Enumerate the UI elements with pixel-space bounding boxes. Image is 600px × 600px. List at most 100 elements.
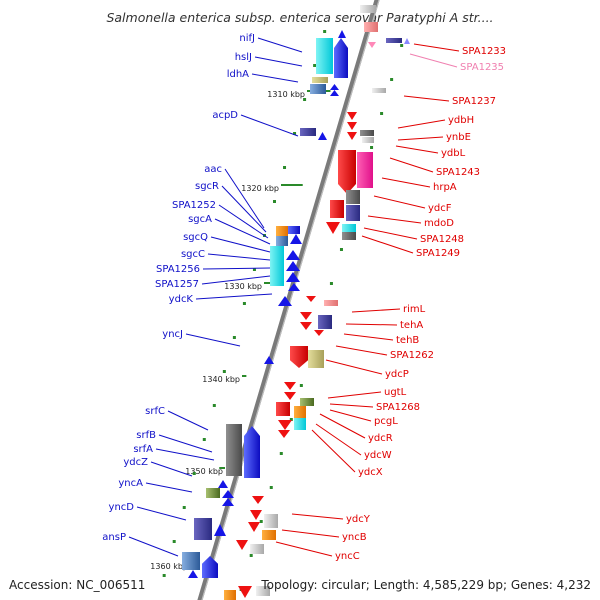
gene-label-left[interactable]: srfB [136, 430, 156, 441]
gene-block [182, 552, 200, 570]
gene-arrow [250, 510, 262, 520]
gene-block [364, 22, 378, 32]
gene-label-right[interactable]: pcgL [374, 416, 398, 427]
gene-arrow [286, 272, 300, 282]
gene-label-right[interactable]: ugtL [384, 387, 407, 398]
label-leader-line [221, 185, 267, 233]
ring-dot [313, 64, 317, 67]
gene-label-right[interactable]: SPA1233 [462, 46, 506, 57]
gene-label-left[interactable]: SPA1257 [155, 279, 199, 290]
gene-label-right[interactable]: SPA1248 [420, 234, 464, 245]
label-leader-line [325, 359, 383, 375]
gene-arrow [288, 283, 300, 291]
kbp-tick-label: 1310 kbp [267, 90, 305, 99]
ring-dot [172, 540, 176, 543]
gene-block [226, 424, 242, 476]
gene-label-right[interactable]: ynbE [446, 132, 471, 143]
label-leader-line [409, 53, 458, 68]
label-leader-line [201, 275, 271, 285]
gene-label-right[interactable]: ydcR [368, 433, 393, 444]
kbp-tick-label: 1320 kbp [241, 184, 279, 193]
label-leader-line [329, 403, 374, 408]
gene-label-left[interactable]: srfA [133, 444, 153, 455]
gene-label-left[interactable]: acpD [212, 110, 238, 121]
label-leader-line [218, 204, 269, 239]
gene-label-left[interactable]: sgcQ [183, 232, 208, 243]
gene-arrow [326, 222, 340, 234]
gene-label-right[interactable]: SPA1243 [436, 167, 480, 178]
gene-label-left[interactable]: aac [204, 164, 222, 175]
label-leader-line [254, 56, 303, 67]
gene-label-left[interactable]: sgcA [188, 214, 212, 225]
gene-label-right[interactable]: SPA1262 [390, 350, 434, 361]
gene-block [324, 300, 338, 306]
gene-arrow [252, 496, 264, 504]
gene-label-left[interactable]: ansP [102, 532, 126, 543]
gene-label-left[interactable]: ydcK [169, 294, 194, 305]
gene-label-right[interactable]: hrpA [433, 182, 457, 193]
label-leader-line [397, 136, 444, 141]
gene-arrow [278, 420, 292, 430]
gene-arrow [368, 42, 376, 48]
kbp-tick-label: 1330 kbp [224, 282, 262, 291]
ring-dot [339, 248, 343, 251]
gene-label-left[interactable]: yncA [118, 478, 143, 489]
gene-label-right[interactable]: yncC [335, 551, 360, 562]
gene-label-right[interactable]: ydbH [448, 115, 474, 126]
ring-dot [283, 166, 287, 169]
gene-arrow [244, 426, 260, 478]
ring-dot [323, 30, 327, 33]
gene-label-left[interactable]: hslJ [235, 52, 252, 63]
gene-arrow [278, 430, 290, 438]
gene-label-right[interactable]: ydcY [346, 514, 371, 525]
gene-hrpA-arrow [338, 150, 356, 194]
gene-label-right[interactable]: ydcX [358, 467, 383, 478]
gene-label-left[interactable]: SPA1256 [156, 264, 200, 275]
gene-label-left[interactable]: ldhA [227, 69, 249, 80]
label-leader-line [315, 423, 362, 456]
gene-block [346, 205, 360, 221]
gene-label-right[interactable]: ydcW [364, 450, 392, 461]
gene-label-right[interactable]: tehA [400, 320, 423, 331]
gene-label-right[interactable]: ydcP [385, 369, 409, 380]
gene-label-right[interactable]: tehB [396, 335, 419, 346]
gene-label-right[interactable]: SPA1249 [416, 248, 460, 259]
gene-label-left[interactable]: yncJ [162, 329, 183, 340]
gene-block [194, 518, 212, 540]
kbp-tick-label: 1360 kbp [150, 562, 188, 571]
ring-dot [202, 438, 206, 441]
gene-label-left[interactable]: ydcZ [123, 457, 148, 468]
gene-label-right[interactable]: yncB [342, 532, 367, 543]
gene-label-right[interactable]: rimL [403, 304, 426, 315]
gene-arrow [236, 540, 248, 550]
ring-dot [182, 506, 186, 509]
gene-block [262, 530, 276, 540]
gene-arrow [222, 490, 234, 498]
label-leader-line [403, 95, 450, 102]
kbp-tick-layer: 1310 kbp 1320 kbp 1330 kbp 1340 kbp 1350 kbp… [150, 30, 404, 591]
ring-dot [259, 520, 263, 523]
gene-label-right[interactable]: mdoD [424, 218, 454, 229]
gene-label-right[interactable]: ydcF [428, 203, 452, 214]
gene-block [294, 406, 306, 418]
gene-arrow [347, 132, 357, 140]
gene-arrow [238, 586, 252, 598]
gene-label-right[interactable]: SPA1235 [460, 62, 504, 73]
gene-label-right[interactable]: SPA1237 [452, 96, 496, 107]
gene-label-left[interactable]: sgcR [195, 181, 219, 192]
label-leader-line [319, 413, 366, 439]
gene-label-left[interactable]: SPA1252 [172, 200, 216, 211]
gene-label-left[interactable]: yncD [109, 502, 135, 513]
gene-arrow [214, 524, 226, 536]
gene-label-left[interactable]: nifJ [239, 33, 255, 44]
gene-label-right[interactable]: ydbL [441, 148, 466, 159]
label-leader-line [281, 529, 340, 538]
gene-nifJ-block [316, 38, 333, 74]
gene-block [276, 226, 288, 236]
gene-label-left[interactable]: sgcC [181, 249, 205, 260]
ring-dot [279, 452, 283, 455]
gene-block [264, 514, 278, 528]
label-leader-layer [128, 37, 460, 557]
gene-label-left[interactable]: srfC [145, 406, 165, 417]
gene-label-right[interactable]: SPA1268 [376, 402, 420, 413]
